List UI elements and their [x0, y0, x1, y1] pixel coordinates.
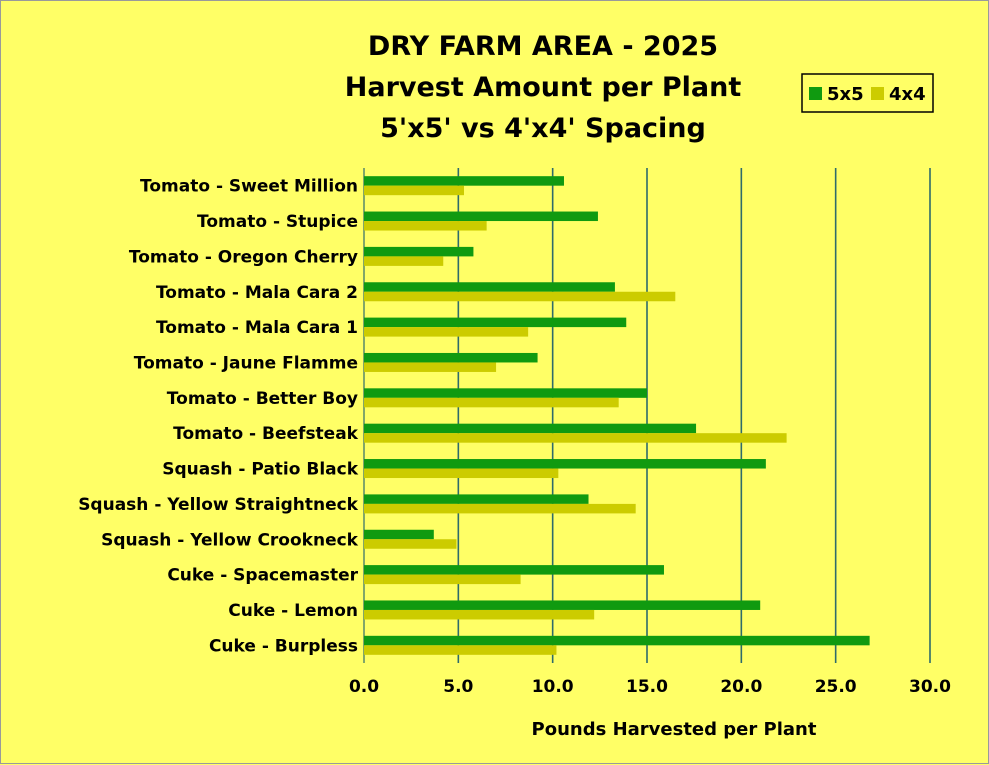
- category-label: Cuke - Lemon: [228, 601, 358, 621]
- bar-4x4: [364, 433, 787, 443]
- bar-5x5: [364, 423, 697, 434]
- x-tick-label: 25.0: [815, 677, 857, 697]
- bar-4x4: [364, 539, 457, 549]
- title-line-3: 5'x5' vs 4'x4' Spacing: [380, 113, 706, 144]
- x-tick-label: 5.0: [443, 677, 473, 697]
- bar-5x5: [364, 352, 538, 363]
- bar-4x4: [364, 291, 676, 302]
- x-tick-labels: 0.0 5.0 10.0 15.0 20.0 25.0 30.0: [349, 677, 951, 697]
- bar-4x4: [364, 503, 636, 514]
- category-label: Tomato - Beefsteak: [173, 424, 359, 444]
- x-tick-label: 0.0: [349, 677, 379, 697]
- category-label: Squash - Yellow Straightneck: [78, 495, 358, 515]
- bar-5x5: [364, 388, 647, 398]
- bar-4x4: [364, 221, 487, 231]
- bar-5x5: [364, 211, 598, 222]
- gridlines: [363, 168, 931, 663]
- category-label: Squash - Yellow Crookneck: [101, 530, 359, 550]
- category-labels: Tomato - Sweet Million Tomato - Stupice To…: [78, 177, 359, 657]
- x-tick-label: 15.0: [626, 677, 668, 697]
- bar-4x4: [364, 185, 464, 196]
- bar-4x4: [364, 609, 595, 620]
- bar-5x5: [364, 246, 474, 257]
- category-label: Squash - Patio Black: [162, 460, 358, 480]
- x-tick-label: 30.0: [909, 677, 951, 697]
- bar-4x4: [364, 256, 444, 266]
- bar-4x4: [364, 468, 559, 479]
- category-label: Tomato - Mala Cara 1: [156, 318, 358, 338]
- bar-5x5: [364, 565, 664, 575]
- bar-5x5: [364, 529, 434, 540]
- bar-5x5: [364, 600, 761, 610]
- title-line-1: DRY FARM AREA - 2025: [368, 31, 718, 62]
- bar-4x4: [364, 397, 619, 408]
- bar-5x5: [364, 494, 589, 504]
- bar-4x4: [364, 327, 529, 337]
- bar-4x4: [364, 574, 521, 585]
- bar-5x5: [364, 635, 870, 646]
- chart-title: DRY FARM AREA - 2025 Harvest Amount per …: [345, 31, 742, 144]
- category-label: Tomato - Sweet Million: [140, 177, 358, 197]
- legend-swatch-5x5: [809, 87, 822, 100]
- bar-5x5: [364, 459, 766, 469]
- bars: [364, 176, 870, 655]
- x-axis-title: Pounds Harvested per Plant: [532, 719, 817, 740]
- legend-swatch-4x4: [871, 87, 884, 100]
- category-label: Tomato - Better Boy: [167, 389, 358, 409]
- x-tick-label: 20.0: [720, 677, 762, 697]
- category-label: Tomato - Mala Cara 2: [156, 283, 358, 303]
- legend: 5x5 4x4: [801, 73, 934, 113]
- title-line-2: Harvest Amount per Plant: [345, 72, 742, 103]
- bar-5x5: [364, 282, 615, 292]
- category-label: Tomato - Oregon Cherry: [129, 247, 358, 267]
- category-label: Cuke - Burpless: [209, 636, 358, 656]
- category-label: Cuke - Spacemaster: [167, 566, 358, 586]
- legend-box: [801, 73, 934, 113]
- bar-5x5: [364, 317, 627, 328]
- bar-4x4: [364, 362, 497, 372]
- legend-label-4x4: 4x4: [889, 84, 926, 105]
- category-label: Tomato - Stupice: [197, 212, 358, 232]
- legend-label-5x5: 5x5: [827, 84, 864, 105]
- category-label: Tomato - Jaune Flamme: [134, 353, 358, 373]
- x-tick-label: 10.0: [532, 677, 574, 697]
- bar-4x4: [364, 645, 557, 655]
- bar-5x5: [364, 176, 564, 186]
